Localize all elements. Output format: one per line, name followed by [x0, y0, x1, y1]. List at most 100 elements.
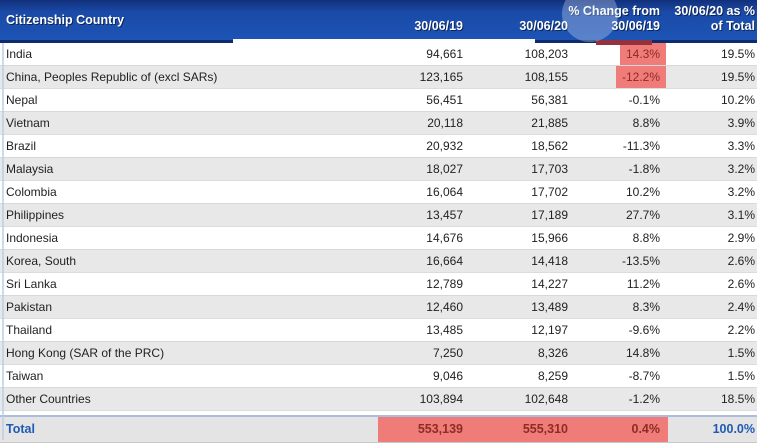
percent-change-value: -0.1%	[628, 93, 660, 107]
total-highlight-band	[378, 417, 668, 442]
country-cell: India	[6, 47, 33, 61]
share-of-total-cell: 2.6%	[727, 254, 755, 268]
percent-change-cell: 10.2%	[568, 181, 660, 203]
country-cell: Indonesia	[6, 231, 59, 245]
country-cell: Vietnam	[6, 116, 50, 130]
total-percent-change: 0.4%	[631, 422, 661, 436]
country-cell: Colombia	[6, 185, 57, 199]
share-of-total-cell: 19.5%	[720, 47, 755, 61]
value-2020-cell: 8,326	[537, 346, 568, 360]
table-row: Taiwan 9,046 8,259 -8.7% 1.5%	[0, 365, 757, 388]
value-2020-cell: 15,966	[531, 231, 568, 245]
value-2019-cell: 13,485	[426, 323, 463, 337]
value-2019-cell: 13,457	[426, 208, 463, 222]
percent-change-cell: 8.3%	[568, 296, 660, 318]
table-row: Thailand 13,485 12,197 -9.6% 2.2%	[0, 319, 757, 342]
percent-change-cell: -12.2%	[568, 66, 666, 88]
value-2020-cell: 17,703	[531, 162, 568, 176]
country-cell: Other Countries	[6, 392, 91, 406]
share-of-total-cell: 2.2%	[727, 323, 755, 337]
table-row: Malaysia 18,027 17,703 -1.8% 3.2%	[0, 158, 757, 181]
share-of-total-cell: 18.5%	[720, 392, 755, 406]
country-cell: Taiwan	[6, 369, 44, 383]
country-cell: Thailand	[6, 323, 53, 337]
percent-change-cell: 8.8%	[568, 227, 660, 249]
percent-change-cell: 14.8%	[568, 342, 660, 364]
percent-change-cell: 27.7%	[568, 204, 660, 226]
value-2019-cell: 12,789	[426, 277, 463, 291]
country-cell: China, Peoples Republic of (excl SARs)	[6, 70, 218, 84]
percent-change-value: 10.2%	[625, 185, 660, 199]
value-2020-cell: 56,381	[531, 93, 568, 107]
percent-change-cell: 14.3%	[568, 43, 666, 65]
header-citizenship-country: Citizenship Country	[6, 13, 125, 27]
percent-change-value: 27.7%	[625, 208, 660, 222]
value-2020-cell: 14,418	[531, 254, 568, 268]
value-2020-cell: 21,885	[531, 116, 568, 130]
table-row: India 94,661 108,203 14.3% 19.5%	[0, 43, 757, 66]
value-2019-cell: 14,676	[426, 231, 463, 245]
percent-change-value: 14.8%	[625, 346, 660, 360]
total-value-2019: 553,139	[417, 422, 463, 436]
percent-change-cell: 11.2%	[568, 273, 660, 295]
value-2020-cell: 17,702	[531, 185, 568, 199]
share-of-total-cell: 10.2%	[720, 93, 755, 107]
percent-change-cell: -9.6%	[568, 319, 660, 341]
header-percent-change-line1: % Change from	[568, 4, 660, 18]
share-of-total-cell: 3.3%	[727, 139, 755, 153]
value-2019-cell: 123,165	[419, 70, 463, 84]
table-row: Other Countries 103,894 102,648 -1.2% 18.5%	[0, 388, 757, 411]
share-of-total-cell: 2.9%	[727, 231, 755, 245]
share-of-total-cell: 19.5%	[720, 70, 755, 84]
header-percent-change: % Change from 30/06/19	[568, 0, 660, 40]
table-row: Nepal 56,451 56,381 -0.1% 10.2%	[0, 89, 757, 112]
table-body: India 94,661 108,203 14.3% 19.5% China, Peopl…	[0, 43, 757, 411]
value-2019-cell: 9,046	[432, 369, 463, 383]
percent-change-value: -13.5%	[621, 254, 660, 268]
value-2019-cell: 56,451	[426, 93, 463, 107]
percent-change-cell: -0.1%	[568, 89, 660, 111]
percent-change-value: -11.3%	[622, 139, 660, 153]
country-cell: Philippines	[6, 208, 65, 222]
share-of-total-cell: 3.9%	[727, 116, 755, 130]
table-row: China, Peoples Republic of (excl SARs) 12…	[0, 66, 757, 89]
share-of-total-cell: 1.5%	[727, 369, 755, 383]
value-2019-cell: 18,027	[426, 162, 463, 176]
percent-change-value: 8.8%	[632, 116, 660, 130]
percent-change-highlighted: -12.2%	[615, 66, 666, 88]
table-header-row: Citizenship Country 30/06/19 30/06/20 % …	[0, 0, 757, 43]
value-2019-cell: 16,064	[426, 185, 463, 199]
percent-change-value: -8.7%	[628, 369, 660, 383]
percent-change-value: -1.2%	[628, 392, 660, 406]
value-2019-cell: 16,664	[426, 254, 463, 268]
country-cell: Korea, South	[6, 254, 77, 268]
left-edge-line	[2, 43, 4, 440]
percent-change-highlighted: 14.3%	[619, 43, 666, 65]
country-cell: Sri Lanka	[6, 277, 57, 291]
header-share-of-total: 30/06/20 as % of Total	[660, 0, 757, 40]
value-2020-cell: 13,489	[531, 300, 568, 314]
value-2019-cell: 103,894	[419, 392, 463, 406]
value-2020-cell: 17,189	[531, 208, 568, 222]
table-row: Vietnam 20,118 21,885 8.8% 3.9%	[0, 112, 757, 135]
percent-change-cell: -1.2%	[568, 388, 660, 410]
share-of-total-cell: 3.2%	[727, 162, 755, 176]
percent-change-cell: -13.5%	[568, 250, 660, 272]
header-percent-change-line2: 30/06/19	[611, 19, 660, 33]
value-2019-cell: 7,250	[432, 346, 463, 360]
country-cell: Pakistan	[6, 300, 53, 314]
value-2020-cell: 8,259	[537, 369, 568, 383]
percent-change-cell: -11.3%	[568, 135, 660, 157]
percent-change-cell: -1.8%	[568, 158, 660, 180]
table-row: Colombia 16,064 17,702 10.2% 3.2%	[0, 181, 757, 204]
table-row: Hong Kong (SAR of the PRC) 7,250 8,326 14.8…	[0, 342, 757, 365]
table-row: Indonesia 14,676 15,966 8.8% 2.9%	[0, 227, 757, 250]
value-2019-cell: 20,932	[426, 139, 463, 153]
value-2020-cell: 108,203	[524, 47, 568, 61]
table-row: Sri Lanka 12,789 14,227 11.2% 2.6%	[0, 273, 757, 296]
share-of-total-cell: 3.2%	[727, 185, 755, 199]
white-redaction-artifact	[233, 39, 535, 47]
percent-change-value: 8.3%	[632, 300, 660, 314]
